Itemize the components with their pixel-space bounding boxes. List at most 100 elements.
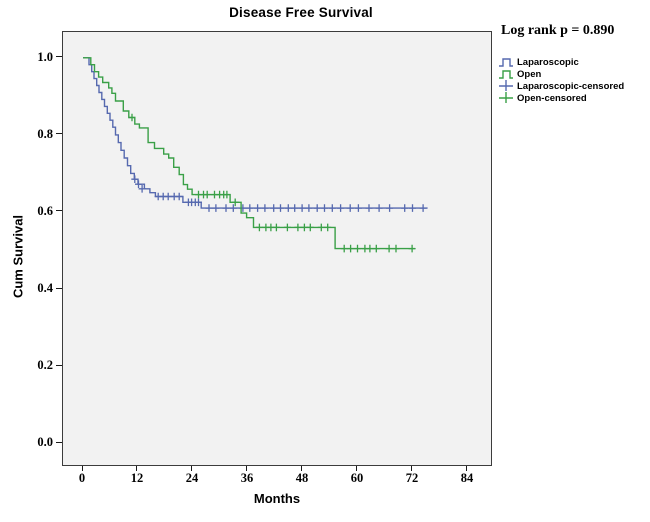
censor-mark-open <box>385 244 393 253</box>
censor-mark-laparoscopic <box>254 204 262 212</box>
censor-mark-open <box>231 198 239 207</box>
censor-mark-laparoscopic <box>246 204 254 212</box>
censor-mark-laparoscopic <box>229 204 237 212</box>
censor-mark-open <box>340 244 348 253</box>
censored-plus-icon <box>499 80 513 91</box>
x-tick-label: 24 <box>185 471 199 485</box>
y-tick-mark <box>56 287 62 289</box>
censor-mark-laparoscopic <box>375 204 383 212</box>
legend-item-open-censored: Open-censored <box>499 92 624 104</box>
x-tick-mark <box>356 466 358 471</box>
y-tick-label: 0.6 <box>37 203 53 218</box>
legend-label: Laparoscopic-censored <box>517 80 625 92</box>
legend-label: Laparoscopic <box>517 56 579 68</box>
censor-mark-laparoscopic <box>284 204 292 212</box>
plot-area <box>62 31 492 466</box>
legend-label: Open <box>517 68 542 80</box>
censor-mark-open <box>272 223 280 232</box>
censor-mark-open <box>255 223 263 232</box>
censor-mark-laparoscopic <box>205 204 213 212</box>
x-tick-label: 84 <box>460 471 474 485</box>
censor-mark-open <box>203 190 211 199</box>
censor-mark-open <box>372 244 380 253</box>
censor-mark-open <box>408 244 416 253</box>
censor-mark-open <box>128 113 136 122</box>
censor-mark-laparoscopic <box>270 204 278 212</box>
y-tick-label: 0.0 <box>37 435 53 450</box>
y-tick-mark <box>56 133 62 135</box>
censor-mark-laparoscopic <box>175 192 183 201</box>
censor-mark-laparoscopic <box>321 204 328 212</box>
x-tick-label: 0 <box>78 471 86 485</box>
censor-mark-laparoscopic <box>419 204 427 212</box>
censor-mark-laparoscopic <box>354 204 362 212</box>
censor-mark-laparoscopic <box>298 204 306 212</box>
legend-item-laparoscopic-censored: Laparoscopic-censored <box>499 80 624 92</box>
x-tick-mark <box>81 466 83 471</box>
x-tick-label: 36 <box>240 471 254 485</box>
x-tick-mark <box>466 466 468 471</box>
km-curve-laparoscopic <box>83 57 428 209</box>
x-tick-mark <box>246 466 248 471</box>
censor-mark-open <box>300 223 308 232</box>
censored-plus-icon <box>499 92 513 103</box>
censor-mark-laparoscopic <box>195 198 202 207</box>
censor-mark-open <box>294 223 302 232</box>
censor-mark-laparoscopic <box>401 204 409 212</box>
censor-mark-laparoscopic <box>337 204 345 212</box>
censor-mark-laparoscopic <box>409 204 416 212</box>
censor-mark-open <box>306 223 314 232</box>
censor-mark-laparoscopic <box>261 204 269 212</box>
censor-mark-laparoscopic <box>164 192 172 201</box>
censor-mark-laparoscopic <box>277 204 284 212</box>
censor-mark-open <box>354 244 361 253</box>
x-tick-mark <box>191 466 193 471</box>
km-curve-open <box>83 57 416 250</box>
censor-mark-laparoscopic <box>135 180 142 188</box>
censor-mark-open <box>392 244 400 253</box>
y-tick-label: 1.0 <box>37 49 53 64</box>
x-axis-title: Months <box>253 491 301 506</box>
censor-mark-open <box>223 190 231 199</box>
censor-mark-laparoscopic <box>291 204 299 212</box>
x-tick-label: 60 <box>350 471 364 485</box>
y-tick-label: 0.2 <box>37 358 53 373</box>
y-axis-title: Cum Survival <box>10 214 26 299</box>
x-tick-label: 72 <box>405 471 419 485</box>
legend: Laparoscopic Open Laparoscopic-censored Ope… <box>499 56 624 104</box>
censor-mark-open <box>324 223 332 232</box>
censor-mark-laparoscopic <box>365 204 373 212</box>
censor-mark-open <box>366 244 374 253</box>
y-tick-mark <box>56 364 62 366</box>
y-tick-label: 0.8 <box>37 126 53 141</box>
y-tick-mark <box>56 56 62 58</box>
censor-mark-laparoscopic <box>313 204 321 212</box>
x-tick-label: 12 <box>130 471 144 485</box>
step-line-icon <box>499 70 513 79</box>
km-plot-svg <box>83 57 428 253</box>
x-tick-mark <box>136 466 138 471</box>
censor-mark-laparoscopic <box>346 204 354 212</box>
y-tick-mark <box>56 210 62 212</box>
censor-mark-laparoscopic <box>328 204 336 212</box>
x-tick-label: 48 <box>295 471 309 485</box>
censor-mark-laparoscopic <box>386 204 394 212</box>
censor-mark-open <box>317 223 325 232</box>
chart-title: Disease Free Survival <box>229 5 373 20</box>
censor-mark-laparoscopic <box>131 175 139 183</box>
censor-mark-laparoscopic <box>138 185 146 193</box>
step-line-icon <box>499 58 513 67</box>
legend-label: Open-censored <box>517 92 587 104</box>
x-tick-mark <box>411 466 413 471</box>
censor-mark-open <box>347 244 355 253</box>
y-tick-label: 0.4 <box>37 281 53 296</box>
censor-mark-laparoscopic <box>305 204 313 212</box>
censor-mark-laparoscopic <box>212 204 220 212</box>
x-tick-mark <box>301 466 303 471</box>
log-rank-annotation: Log rank p = 0.890 <box>501 23 615 38</box>
censor-mark-laparoscopic <box>222 204 230 212</box>
legend-item-laparoscopic: Laparoscopic <box>499 56 624 68</box>
y-tick-mark <box>56 441 62 443</box>
legend-item-open: Open <box>499 68 624 80</box>
